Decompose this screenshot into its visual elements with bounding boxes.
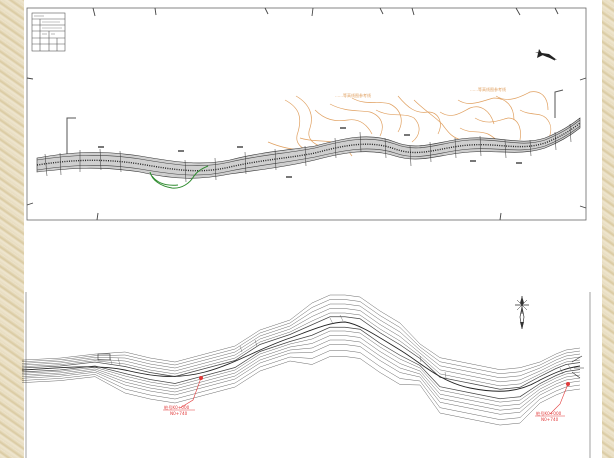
junction-marks	[97, 353, 584, 379]
contour-label-1: ……等高线图参考线	[335, 92, 371, 98]
contour-line	[21, 330, 581, 403]
top-frame-ticks	[26, 7, 587, 221]
contour-line	[21, 303, 581, 379]
north-arrow-icon	[535, 49, 557, 61]
compass-rose-icon	[515, 296, 529, 330]
page-edge-left	[0, 0, 24, 458]
title-block	[31, 12, 66, 52]
slope-hatching	[109, 314, 572, 379]
contour-line	[21, 326, 581, 400]
contour-line	[21, 335, 581, 407]
contour-line	[21, 299, 581, 374]
contour-line	[21, 312, 581, 387]
drawing-sheet	[24, 0, 602, 458]
road-corridor-top	[36, 117, 581, 183]
road-centerline	[21, 321, 581, 392]
callout-right-line2: N0+740	[541, 417, 559, 422]
top-drawing: ……等高线图参考线 ……等高线图参考线	[26, 7, 587, 221]
contour-line	[21, 350, 581, 420]
stake-markers	[66, 89, 564, 160]
page-edge-right	[602, 0, 614, 458]
terrain-contours	[21, 294, 581, 426]
callout-left-line2: N0+740	[170, 411, 188, 416]
contour-line	[21, 308, 581, 383]
contour-label-2: ……等高线图参考线	[470, 86, 506, 92]
callout-right: 桩号K0+000 N0+740	[535, 382, 570, 422]
contour-line	[21, 316, 581, 390]
contour-line	[21, 339, 581, 411]
callout-left-line1: 桩号K0+000	[164, 404, 190, 411]
contour-line	[21, 356, 581, 426]
callout-left: 桩号K0+000 N0+740	[163, 376, 203, 416]
bottom-drawing: 桩号K0+000 N0+740 桩号K0+000 N0+740	[21, 292, 591, 458]
top-frame	[26, 7, 587, 221]
contour-line	[21, 344, 581, 415]
contour-line	[21, 294, 581, 370]
callout-right-line1: 桩号K0+000	[536, 410, 562, 417]
green-highlight-segment	[149, 165, 209, 189]
